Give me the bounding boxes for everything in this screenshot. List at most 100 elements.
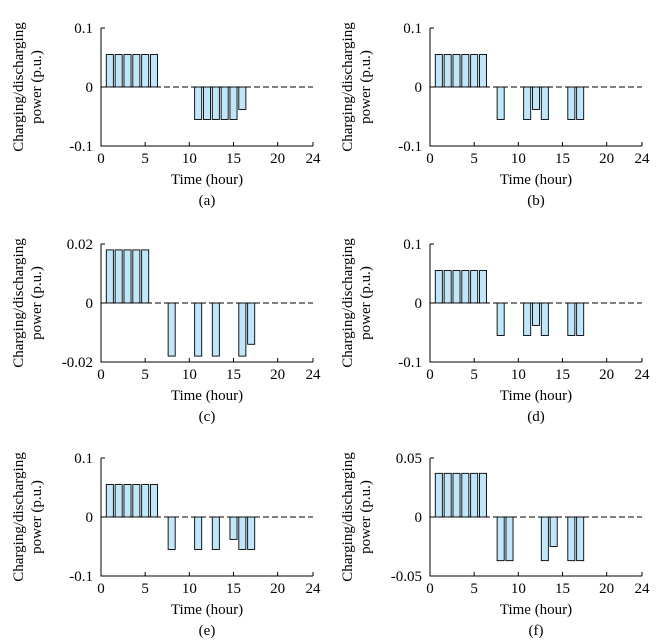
x-tick-label: 15 (226, 367, 241, 383)
y-axis-title-line1: Charging/discharging (11, 238, 27, 368)
bar (105, 54, 114, 88)
bar (443, 472, 452, 518)
x-tick-label: 0 (426, 151, 434, 167)
bar (150, 54, 158, 88)
panel-caption: (f) (529, 623, 544, 639)
x-tick-label: 15 (226, 581, 241, 597)
x-axis-title: Time (hour) (171, 388, 243, 404)
x-axis-title: Time (hour) (500, 388, 572, 404)
bar (141, 54, 150, 88)
bar (461, 54, 470, 88)
panel-caption: (e) (199, 623, 216, 639)
bar (220, 86, 229, 120)
bar (461, 472, 470, 518)
x-tick-label: 20 (599, 151, 614, 167)
x-tick-label: 20 (270, 151, 285, 167)
bar (452, 54, 461, 88)
y-axis-title-line1: Charging/discharging (340, 238, 356, 368)
y-tick-label: 0.05 (396, 451, 422, 467)
bar (540, 302, 549, 336)
y-tick-label: 0 (415, 510, 423, 526)
bar (567, 302, 576, 336)
bar (576, 302, 585, 336)
bar (132, 54, 141, 88)
bar (567, 516, 576, 562)
y-axis-title-line2: power (p.u.) (358, 50, 374, 124)
x-tick-label: 5 (141, 367, 149, 383)
y-axis-title-line2: power (p.u.) (358, 266, 374, 340)
y-axis-title-line2: power (p.u.) (29, 50, 45, 124)
panel-caption: (b) (527, 193, 545, 209)
bar (434, 54, 443, 88)
bar (540, 516, 549, 562)
x-tick-label: 0 (97, 581, 105, 597)
bar (141, 484, 150, 518)
bar (549, 516, 558, 547)
bar (211, 302, 220, 357)
bar (238, 302, 247, 357)
y-axis-title-line1: Charging/discharging (11, 22, 27, 152)
bar (479, 54, 487, 88)
bar (167, 516, 176, 550)
x-tick-label: 15 (555, 367, 570, 383)
x-tick-label: 10 (182, 367, 197, 383)
bar (523, 86, 532, 120)
bar (105, 484, 114, 518)
bar (114, 54, 123, 88)
bar (479, 270, 487, 304)
bar (211, 86, 220, 120)
bar (576, 86, 585, 120)
bar (496, 86, 505, 120)
x-tick-label: 10 (511, 367, 526, 383)
bar (211, 516, 220, 550)
bar (247, 302, 256, 345)
bar (203, 86, 211, 120)
x-tick-label: 20 (270, 581, 285, 597)
y-tick-label: -0.02 (62, 355, 93, 371)
bar (132, 249, 141, 304)
y-tick-label: 0.1 (74, 21, 93, 37)
bar (238, 86, 247, 110)
bar (114, 484, 123, 518)
bar (247, 516, 256, 550)
bar (452, 270, 461, 304)
y-tick-label: 0.1 (74, 451, 93, 467)
bar (194, 302, 203, 357)
y-tick-label: -0.1 (69, 569, 93, 585)
bar (114, 249, 123, 304)
bar (567, 86, 576, 120)
y-tick-label: -0.1 (69, 139, 93, 155)
bar (194, 516, 203, 550)
bar (576, 516, 585, 562)
bar (132, 484, 141, 518)
x-axis-title: Time (hour) (171, 172, 243, 188)
x-tick-label: 15 (226, 151, 241, 167)
panel-caption: (a) (199, 193, 216, 209)
bar (443, 54, 452, 88)
bar (470, 472, 479, 518)
x-tick-label: 20 (599, 581, 614, 597)
x-tick-label: 20 (270, 367, 285, 383)
x-tick-label: 24 (635, 367, 651, 383)
bar (150, 484, 158, 518)
x-axis-title: Time (hour) (500, 172, 572, 188)
x-tick-label: 5 (470, 367, 478, 383)
panel-caption: (d) (527, 409, 545, 425)
bar (540, 86, 549, 120)
x-tick-label: 5 (141, 581, 149, 597)
x-tick-label: 0 (97, 367, 105, 383)
x-tick-label: 20 (599, 367, 614, 383)
bar (123, 484, 132, 518)
bar (532, 302, 540, 326)
bar (123, 54, 132, 88)
bar (470, 54, 479, 88)
bar (443, 270, 452, 304)
bar (434, 270, 443, 304)
y-axis-title-line1: Charging/discharging (11, 452, 27, 582)
